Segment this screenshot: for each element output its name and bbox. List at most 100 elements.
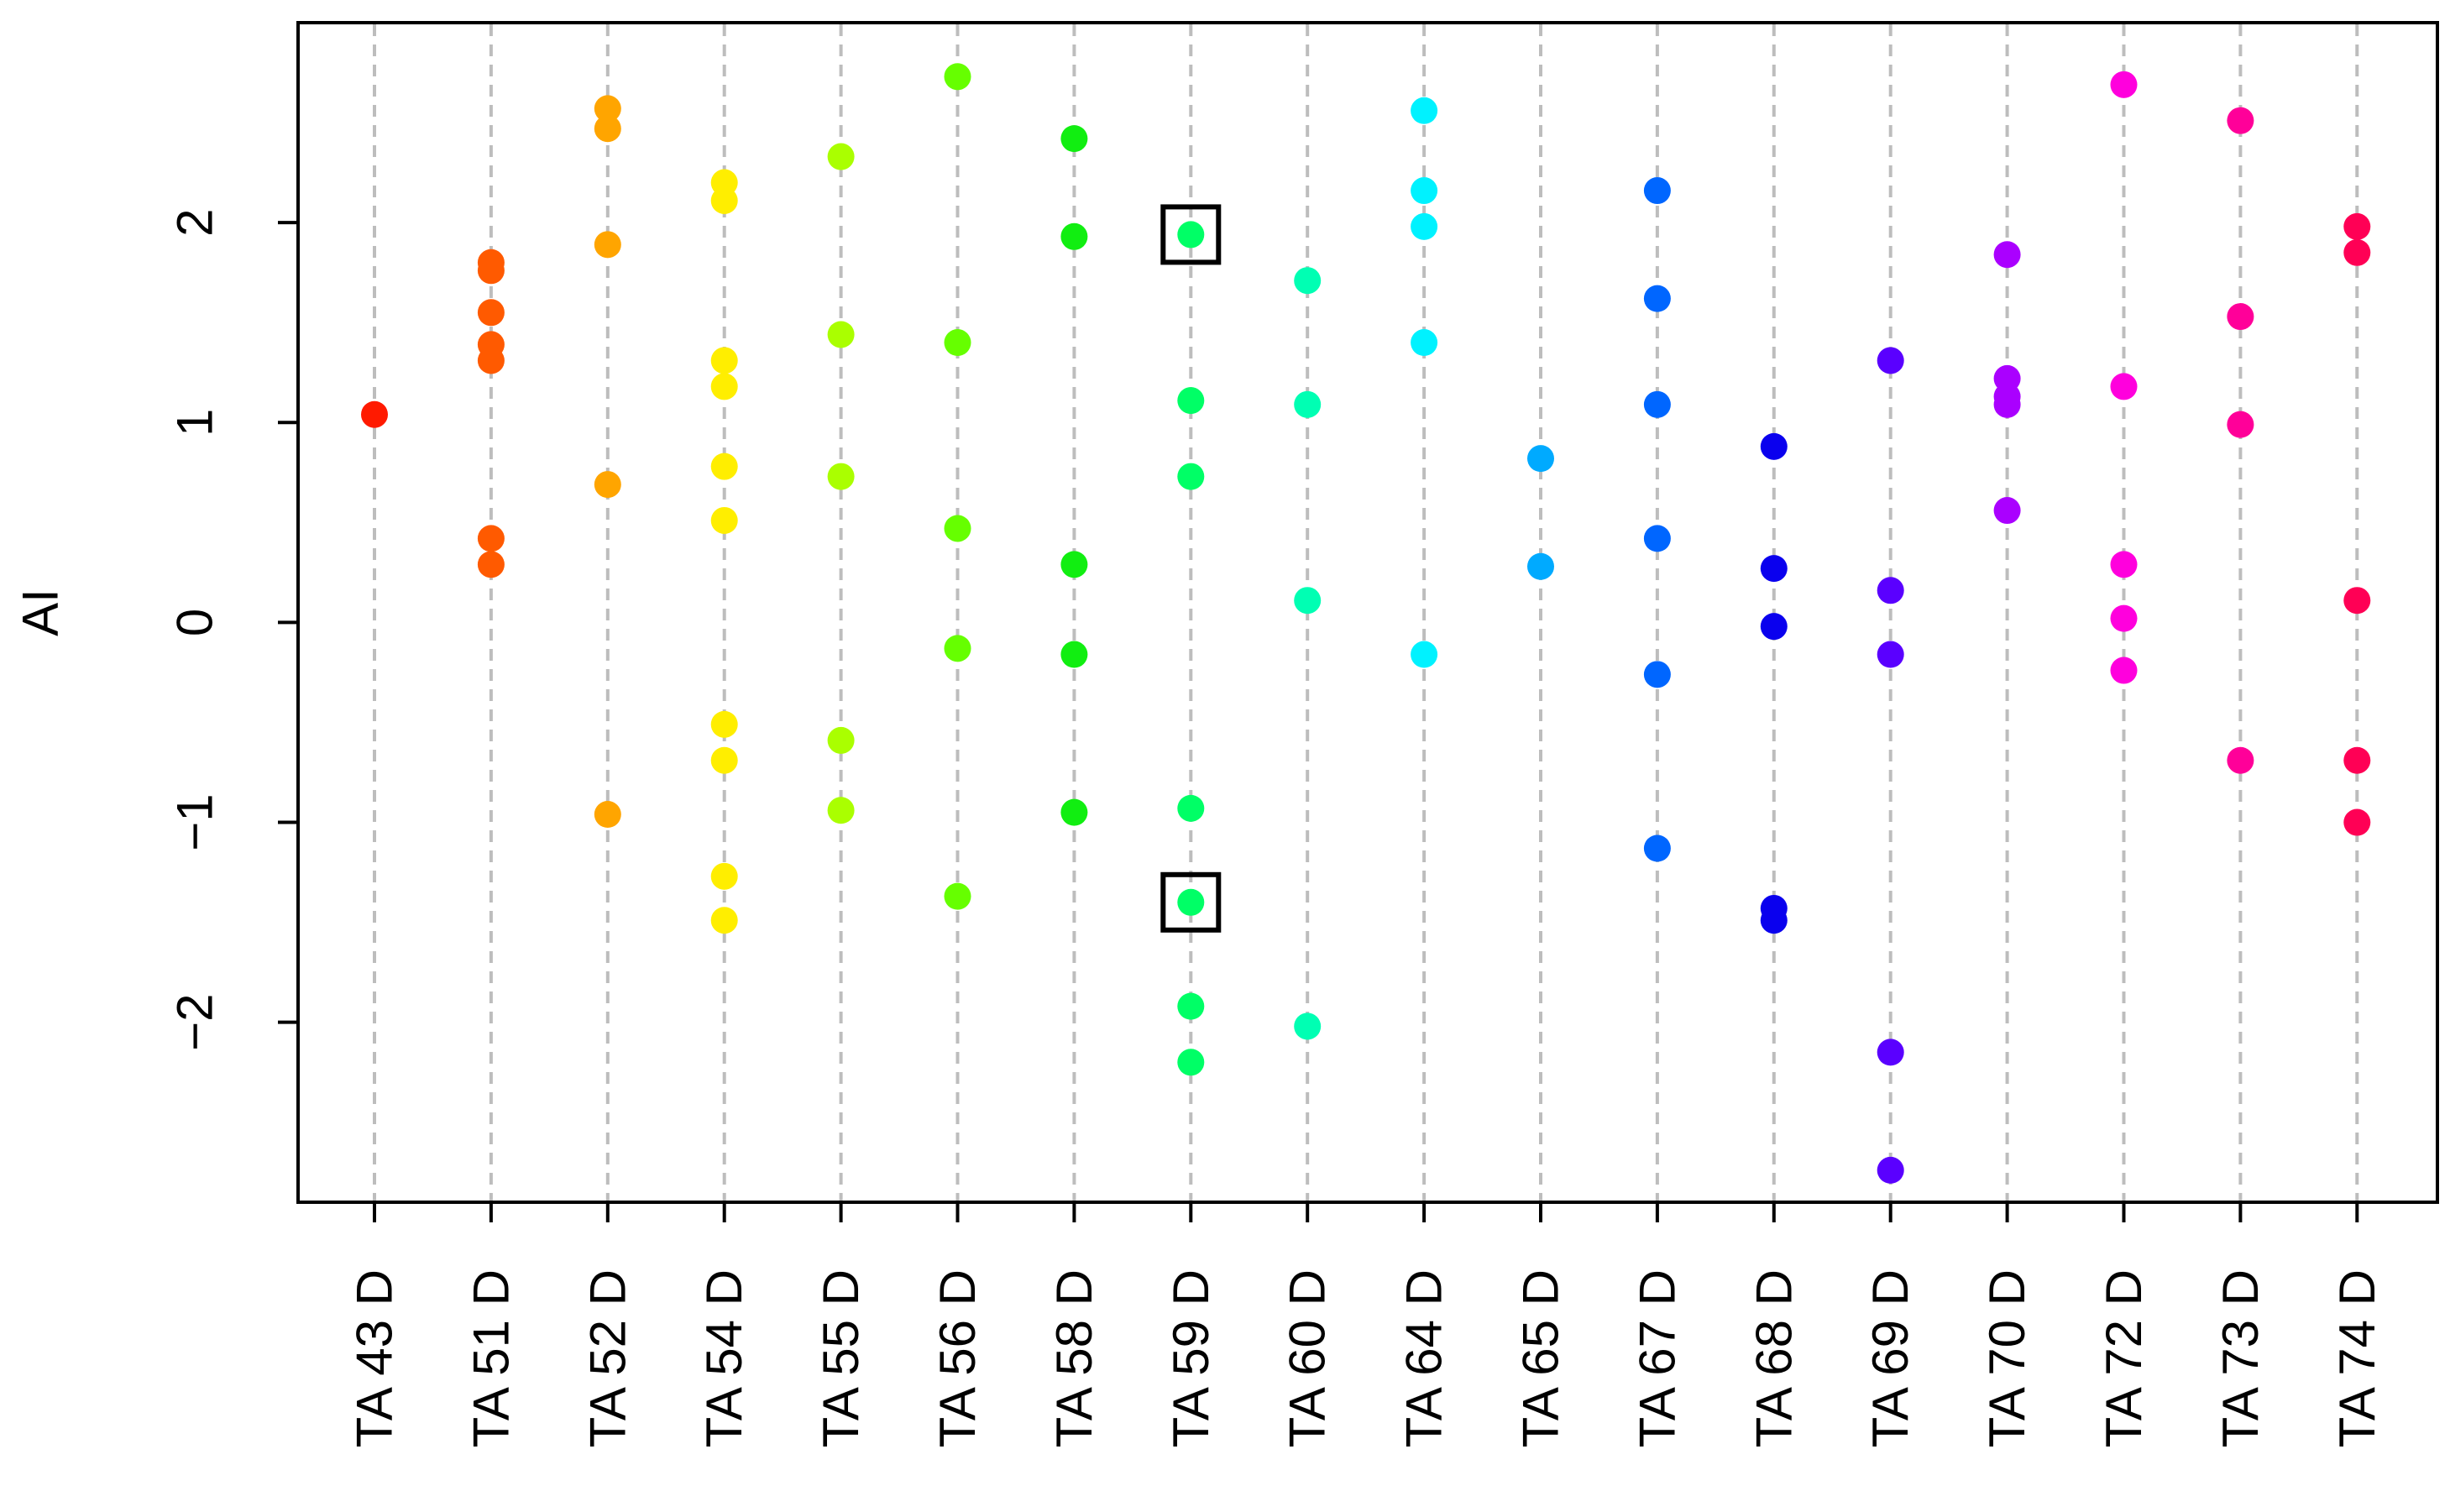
data-point (1877, 347, 1904, 374)
data-point (1643, 285, 1671, 312)
x-tick-label: TA 54 D (696, 1269, 752, 1447)
data-point (2110, 551, 2138, 578)
data-point (2227, 107, 2254, 134)
data-points (361, 63, 2371, 1184)
data-point (594, 231, 621, 259)
data-point (1527, 445, 1554, 473)
data-point (1177, 463, 1205, 490)
data-point (944, 63, 971, 91)
data-point (1294, 267, 1322, 295)
data-point (1411, 329, 1438, 357)
y-tick-label: −1 (167, 793, 223, 850)
y-tick-label: −2 (167, 993, 223, 1050)
data-point (1527, 552, 1554, 580)
grid-lines (373, 24, 2359, 1201)
data-point (2343, 746, 2371, 774)
data-point (1294, 1012, 1322, 1040)
data-point (1993, 497, 2021, 525)
data-point (710, 347, 738, 374)
data-point (1643, 177, 1671, 205)
x-tick-label: TA 67 D (1629, 1269, 1685, 1447)
y-axis: −2 −1 0 1 2 (167, 208, 300, 1051)
data-point (1060, 798, 1088, 826)
data-point (477, 525, 505, 552)
data-point (1760, 907, 1788, 934)
data-point (1177, 221, 1205, 249)
data-point (2227, 746, 2254, 774)
data-point (1643, 525, 1671, 552)
data-point (2110, 604, 2138, 632)
data-point (827, 797, 855, 824)
data-point (1177, 387, 1205, 415)
x-tick-label: TA 51 D (463, 1269, 519, 1447)
y-tick-label: 0 (167, 609, 223, 636)
x-axis: TA 43 D TA 51 D TA 52 D TA 54 D TA 55 D TA 56… (347, 1202, 2385, 1447)
data-point (710, 862, 738, 890)
data-point (1877, 1156, 1904, 1184)
data-point (1877, 641, 1904, 668)
data-point (1177, 1049, 1205, 1076)
data-point (594, 801, 621, 829)
data-point (827, 726, 855, 754)
data-point (594, 115, 621, 143)
data-point (944, 635, 971, 662)
data-point (361, 400, 388, 428)
data-point (2110, 71, 2138, 98)
data-point (710, 506, 738, 534)
data-point (1760, 432, 1788, 460)
x-tick-label: TA 73 D (2212, 1269, 2269, 1447)
data-point (1294, 390, 1322, 418)
x-tick-label: TA 59 D (1163, 1269, 1219, 1447)
data-point (1643, 661, 1671, 688)
data-point (1877, 577, 1904, 604)
data-point (710, 453, 738, 480)
data-point (477, 551, 505, 578)
x-tick-label: TA 74 D (2329, 1269, 2385, 1447)
x-tick-label: TA 55 D (813, 1269, 869, 1447)
data-point (1060, 551, 1088, 578)
data-point (1411, 177, 1438, 205)
highlight-box (1160, 204, 1222, 265)
data-point (2227, 303, 2254, 331)
data-point (944, 515, 971, 542)
data-point (944, 329, 971, 357)
data-point (1411, 212, 1438, 240)
data-point (2110, 657, 2138, 684)
data-point (827, 143, 855, 170)
data-point (1060, 125, 1088, 153)
data-point (710, 186, 738, 214)
x-tick-label: TA 68 D (1746, 1269, 1802, 1447)
data-point (1760, 613, 1788, 641)
y-tick-label: 2 (167, 208, 223, 236)
x-tick-label: TA 58 D (1046, 1269, 1102, 1447)
data-point (1877, 1039, 1904, 1066)
data-point (710, 373, 738, 400)
data-point (827, 321, 855, 348)
x-tick-label: TA 64 D (1396, 1269, 1453, 1447)
data-point (2343, 212, 2371, 240)
x-tick-label: TA 65 D (1513, 1269, 1569, 1447)
x-tick-label: TA 56 D (929, 1269, 986, 1447)
data-point (2343, 808, 2371, 836)
data-point (2227, 411, 2254, 438)
highlight-boxes (1160, 204, 1222, 933)
data-point (1760, 555, 1788, 583)
x-tick-label: TA 52 D (579, 1269, 636, 1447)
data-point (1177, 794, 1205, 822)
data-point (1411, 97, 1438, 124)
highlight-box (1160, 871, 1222, 933)
data-point (2343, 587, 2371, 615)
data-point (1294, 587, 1322, 615)
data-point (710, 907, 738, 934)
data-point (594, 95, 621, 123)
data-point (2110, 373, 2138, 400)
data-point (2343, 238, 2371, 266)
data-point (827, 463, 855, 490)
data-point (944, 882, 971, 910)
data-point (1993, 390, 2021, 418)
data-point (477, 299, 505, 327)
x-tick-label: TA 69 D (1862, 1269, 1919, 1447)
x-tick-label: TA 60 D (1280, 1269, 1336, 1447)
x-tick-label: TA 43 D (347, 1269, 403, 1447)
